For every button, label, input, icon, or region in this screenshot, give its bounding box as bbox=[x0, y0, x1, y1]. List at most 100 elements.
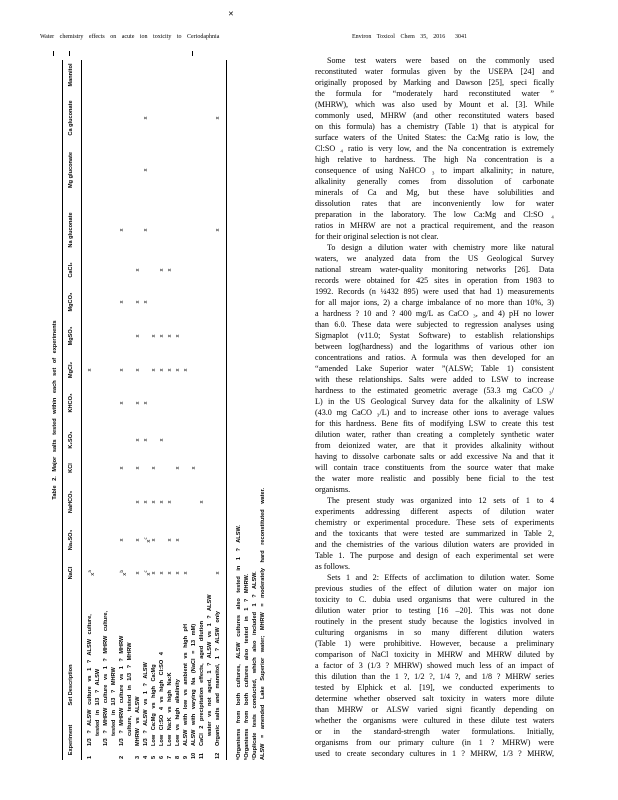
body-text-line: on this formula) has a chemistry (Table … bbox=[315, 122, 554, 131]
row-set-number: 6 bbox=[159, 755, 165, 759]
table-mark-mgcl2: x bbox=[119, 368, 125, 372]
table-mark-nacl: xa bbox=[87, 570, 96, 576]
table-mark-khco3: x bbox=[135, 401, 141, 405]
row-description: tested in 1/3 ? MHRW bbox=[111, 667, 117, 736]
table-mark-khco3: x bbox=[143, 401, 149, 405]
table-mark-cacl2: x bbox=[135, 268, 141, 272]
table-mark-na2so4: x bbox=[135, 538, 141, 542]
body-text-line: a factor of 3 (1/3 ? MHRW) showed much l… bbox=[315, 661, 554, 670]
body-text-line: dilution water prior to testing [16 –20]… bbox=[315, 606, 554, 615]
table-mark-kcl: x bbox=[191, 466, 197, 470]
body-text-line: consequence of using NaHCO ₃ to impart a… bbox=[315, 166, 554, 175]
table-mark-na_gluconate: x bbox=[143, 228, 149, 232]
body-text-line: toxicity to C. dubia used organisms that… bbox=[315, 595, 554, 604]
table-mark-nacl: x bbox=[135, 571, 141, 575]
table-mark-mgcl2: x bbox=[175, 368, 181, 372]
table-footnote: ALSW = amended Lake Superior water; MHRW… bbox=[260, 487, 266, 760]
row-set-number: 8 bbox=[175, 755, 181, 759]
row-description: ALSW with varying Na (NaCl = 13 mM) bbox=[191, 623, 197, 746]
body-text-line: “amended Lake Superior water ”(ALSW; Tab… bbox=[315, 364, 554, 373]
column-header-mannitol: Mannitol bbox=[68, 63, 74, 87]
body-text-line: L) in the US Geological Survey data for … bbox=[315, 397, 554, 406]
row-description: 1/3 ? ALSW culture vs 1 ? ALSW culture, bbox=[87, 614, 93, 746]
table-mark-kcl: x bbox=[135, 466, 141, 470]
table-mark-mgso4: x bbox=[175, 334, 181, 338]
column-header-k2so4: K₂SO₄ bbox=[68, 431, 74, 449]
table-header-rule bbox=[81, 60, 83, 760]
table-mark-nacl: x bbox=[175, 571, 181, 575]
body-text-line: national stream water-quality monitoring… bbox=[315, 265, 554, 274]
column-header-experiment: Experiment bbox=[68, 724, 74, 756]
body-text-line: ratios in MHRW are not a practical requi… bbox=[315, 221, 554, 230]
column-header-mgcl2: MgCl₂ bbox=[68, 361, 74, 379]
body-text-line: will contain trace constituents from the… bbox=[315, 463, 554, 472]
body-text-line: hardness to the estimated geometric aver… bbox=[315, 386, 554, 395]
table-mark-na2so4: x bbox=[175, 538, 181, 542]
body-text-line: records were obtained for 425 sites in o… bbox=[315, 276, 554, 285]
table-mark-na2so4: x bbox=[151, 538, 157, 542]
body-text-line: from deionized water, are that it provid… bbox=[315, 441, 554, 450]
table-mark-nahco3: x bbox=[151, 500, 157, 504]
page-number: 3041 bbox=[455, 34, 467, 40]
table-mark-nahco3: x bbox=[135, 500, 141, 504]
row-description: water vs not aged, 1 ? ALSW vs 1 ? ALSW bbox=[207, 594, 213, 736]
column-header-mg_gluconate: Mg gluconate bbox=[68, 151, 74, 189]
row-set-number: 7 bbox=[167, 755, 173, 759]
column-tick bbox=[53, 51, 54, 56]
table-top-rule bbox=[62, 60, 64, 760]
body-text-line: the water more realistic and possibly be… bbox=[315, 474, 554, 483]
row-description: tested in 1/3 ? ALSW bbox=[95, 668, 101, 736]
row-description: 1/3 ? MHRW culture vs 1 ? MHRW bbox=[119, 635, 125, 746]
column-header-na_gluconate: Na gluconate bbox=[68, 212, 74, 248]
body-text-line: as follows. bbox=[315, 562, 351, 571]
row-description: MHRW vs ALSW bbox=[135, 696, 141, 746]
body-text-line: routinely in the present study because t… bbox=[315, 617, 554, 626]
body-text-line: previous studies of the effect of diluti… bbox=[315, 584, 554, 593]
row-set-number: 11 bbox=[199, 753, 205, 759]
table-mark-k2so4: x bbox=[143, 438, 149, 442]
body-text-line: originally proposed by Marking and Dawso… bbox=[315, 78, 554, 87]
table-mark-mgcl2: x bbox=[183, 368, 189, 372]
body-text-line: tested by Elphick et al. [19], we conduc… bbox=[315, 683, 554, 692]
table-mark-khco3: x bbox=[119, 401, 125, 405]
table-mark-na2so4: x bbox=[167, 538, 173, 542]
column-header-description: Set Description bbox=[68, 664, 74, 706]
table-mark-ca_gluconate: x bbox=[143, 116, 149, 120]
row-description: 1/3 ? ALSW vs 1 ? ALSW bbox=[143, 662, 149, 746]
column-header-kcl: KCl bbox=[68, 463, 74, 473]
row-description: Organic salts and mannitol, 1 ? ALSW onl… bbox=[215, 611, 221, 746]
body-text-line: this dilution than the 1 ?, 1/2 ?, 1/4 ?… bbox=[315, 672, 554, 681]
table-mark-mgcl2: x bbox=[87, 368, 93, 372]
table-mark-kcl: x bbox=[151, 466, 157, 470]
table-mark-nahco3: x bbox=[143, 500, 149, 504]
table-mark-mgco3: x bbox=[135, 300, 141, 304]
table-mark-mgcl2: x bbox=[167, 368, 173, 372]
body-text-line: and the toxicants that were tested are s… bbox=[315, 529, 554, 538]
body-text-line: culturing organisms in so many different… bbox=[315, 628, 554, 637]
stray-mark: ✕ bbox=[228, 10, 234, 18]
body-text-line: for all major ions, 2) a charge imbalanc… bbox=[315, 298, 554, 307]
column-header-khco3: KHCO₃ bbox=[68, 393, 74, 413]
table-footnote: ᶜDuplicate tests conducted, which also i… bbox=[252, 571, 258, 760]
table-mark-k2so4: x bbox=[159, 438, 165, 442]
body-text-line: between log(hardness) and the logarithms… bbox=[315, 342, 554, 351]
table-mark-na_gluconate: x bbox=[119, 228, 125, 232]
body-text-line: or in the standard-strength water formul… bbox=[315, 727, 554, 736]
row-set-number: 2 bbox=[119, 755, 125, 759]
table-mark-nacl: x bbox=[183, 571, 189, 575]
table-bottom-rule bbox=[226, 60, 228, 760]
table-mark-mg_gluconate: x bbox=[143, 168, 149, 172]
row-description: 1/3 ? MHRW culture vs 1 ? MHRW culture, bbox=[103, 610, 109, 746]
body-text-line: alkalinity generally comes from dissolut… bbox=[315, 177, 554, 186]
table-caption: Table 2. Major salts tested within each … bbox=[52, 320, 58, 500]
column-tick bbox=[192, 51, 193, 56]
body-text-line: for their original selection is not clea… bbox=[315, 232, 439, 241]
column-header-nahco3: NaHCO₃ bbox=[68, 490, 74, 514]
column-header-cacl2: CaCl₂ bbox=[68, 262, 74, 278]
table-mark-mgcl2: x bbox=[135, 368, 141, 372]
body-text-line: organisms from our primary culture (in 1… bbox=[315, 738, 554, 747]
row-description: Low Ca:Mg vs high Ca:Mg bbox=[151, 664, 157, 746]
body-text-line: dissolution rates that are inconvenientl… bbox=[315, 199, 554, 208]
table-mark-nacl: x bbox=[159, 571, 165, 575]
table-mark-nacl: x bbox=[151, 571, 157, 575]
